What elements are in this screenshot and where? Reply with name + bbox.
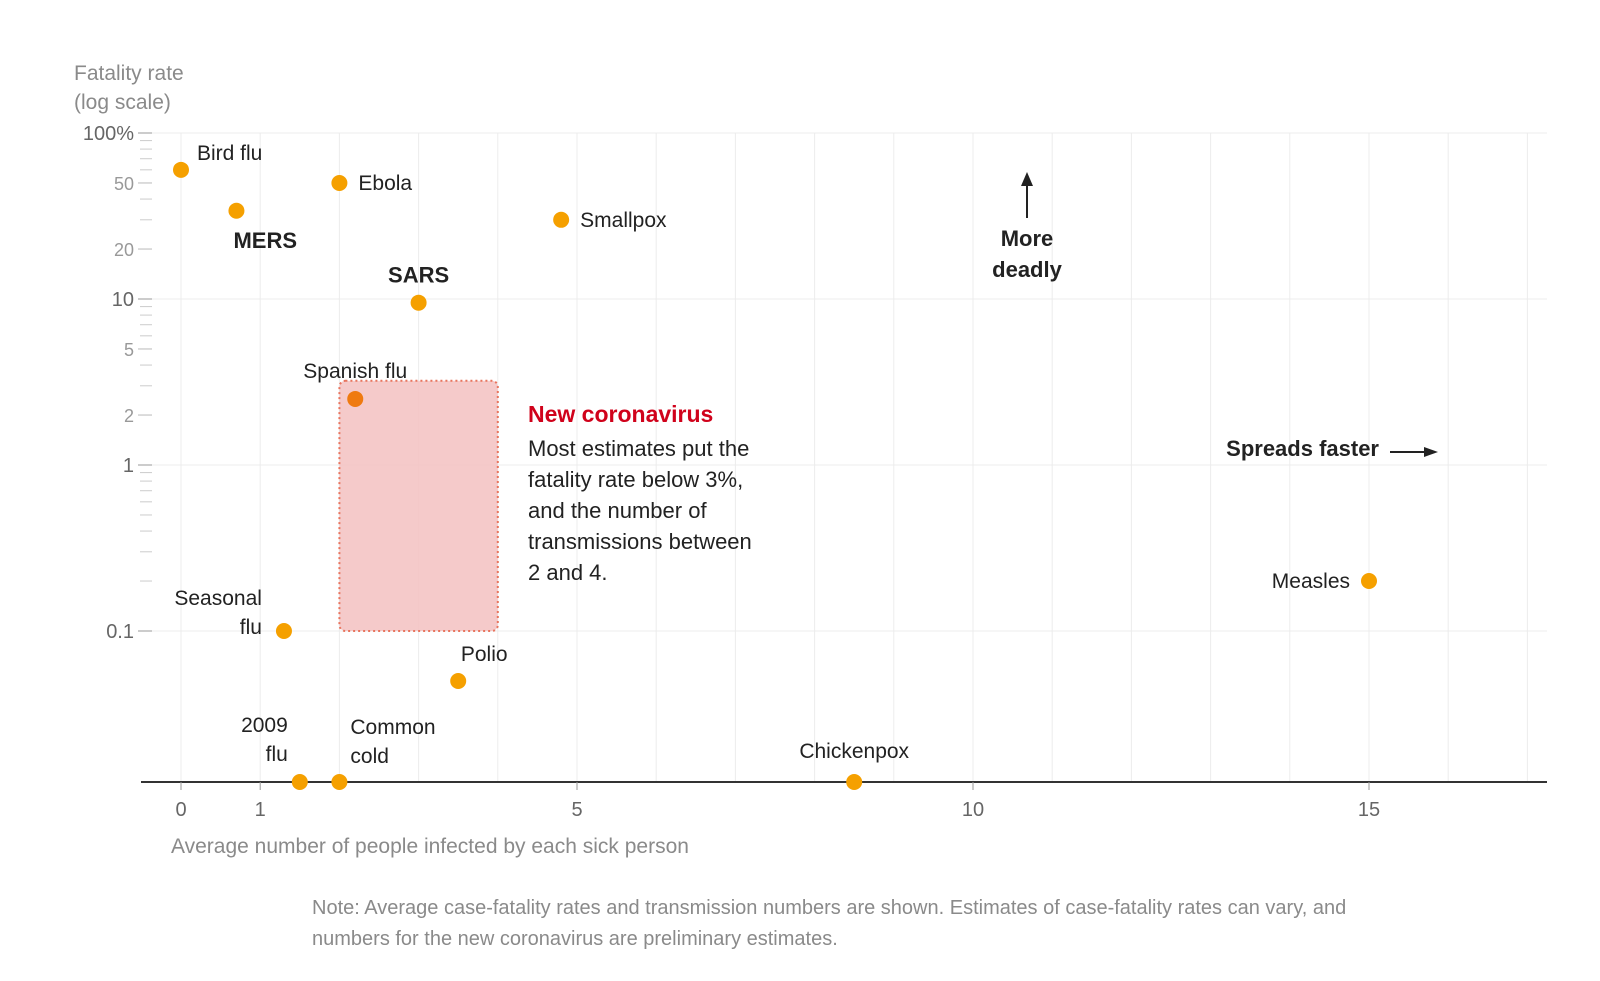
coronavirus-annotation-text: 2 and 4. [528,560,608,585]
point-label: Ebola [358,172,412,195]
point-label: SARS [388,263,449,288]
y-tick-label: 50 [114,174,134,194]
coronavirus-annotation-text: transmissions between [528,529,752,554]
x-tick-label: 10 [962,799,984,821]
spreads-faster-label: Spreads faster [1226,436,1379,461]
more-deadly-label: deadly [992,257,1062,282]
data-point-bird-flu [173,161,189,178]
up-arrow-icon [1021,172,1033,186]
data-point-polio [450,672,467,689]
chart-note: Note: Average case-fatality rates and tr… [312,897,1347,950]
point-label: MERS [233,228,297,253]
point-label: 2009 [241,714,288,737]
data-point-spanish-flu [347,390,364,407]
x-tick-label: 1 [255,799,266,821]
point-label: flu [240,616,262,639]
more-deadly-label: More [1001,226,1054,251]
point-label: Common [350,716,435,739]
point-label: Seasonal [174,587,262,610]
y-tick-label: 5 [124,340,134,360]
data-point-sars [410,294,427,311]
coronavirus-annotation-title: New coronavirus [528,401,713,427]
data-point-2009-flu [291,774,308,790]
coronavirus-annotation-text: Most estimates put the [528,436,749,461]
x-axis-title: Average number of people infected by eac… [171,835,689,858]
point-label: flu [266,743,288,766]
data-point-seasonal-flu [275,623,292,639]
y-tick-label: 2 [124,406,134,426]
y-tick-label: 1 [123,455,134,477]
data-point-ebola [331,174,348,191]
point-label: Measles [1272,570,1350,593]
point-label: Spanish flu [303,360,407,383]
y-tick-label: 0.1 [106,621,134,643]
point-label: cold [350,745,389,768]
right-arrow-icon [1424,447,1438,457]
y-tick-label: 100% [83,123,134,145]
coronavirus-annotation-text: fatality rate below 3%, [528,467,743,492]
x-tick-label: 0 [175,799,186,821]
point-label: Bird flu [197,142,262,165]
y-axis-title: (log scale) [74,91,171,114]
point-label: Smallpox [580,209,667,232]
coronavirus-estimate-region [338,379,499,633]
point-label: Polio [461,643,508,666]
point-label: Chickenpox [799,740,909,763]
y-axis-title: Fatality rate [74,62,184,85]
data-point-chickenpox [846,774,863,790]
x-tick-label: 5 [571,799,582,821]
data-point-measles [1361,573,1377,590]
y-tick-label: 20 [114,240,134,260]
coronavirus-annotation-text: and the number of [528,498,707,523]
data-point-common-cold [331,774,348,790]
x-tick-label: 15 [1358,799,1380,821]
y-tick-label: 10 [112,289,134,311]
data-point-mers [228,202,245,219]
data-point-smallpox [553,211,570,228]
